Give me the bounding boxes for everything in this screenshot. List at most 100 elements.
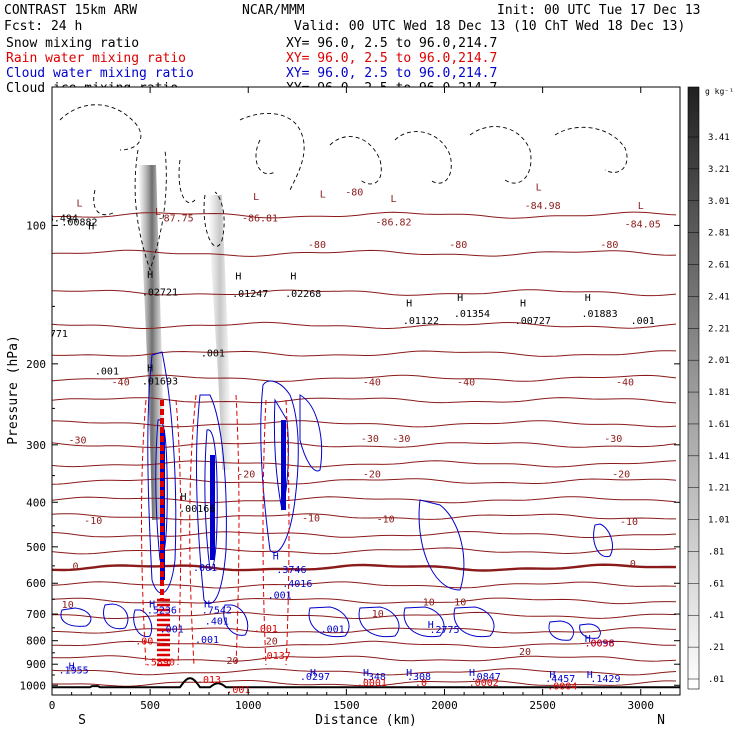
extremum-marker: H — [180, 492, 186, 503]
isotherm — [52, 547, 677, 555]
cloud-water-contour — [204, 429, 218, 571]
rain-label: .001 — [254, 624, 278, 635]
colorbar-level: .41 — [708, 611, 724, 621]
temperature-contours — [52, 211, 677, 687]
snow-contour — [59, 104, 142, 151]
extremum-marker: H — [149, 600, 155, 611]
header-init: Init: 00 UTC Tue 17 Dec 13 — [497, 3, 701, 18]
isotherm — [52, 397, 677, 404]
cloud-water-label: .001 — [268, 590, 292, 601]
cloud-water-contour — [403, 606, 445, 638]
extremum-marker: H — [587, 670, 593, 681]
field-xy-rain: XY= 96.0, 2.5 to 96.0,214.7 — [286, 51, 497, 66]
snow-label: .01354 — [454, 309, 490, 320]
cloud-water-label: .1429 — [590, 674, 620, 685]
snow-contours — [59, 104, 628, 272]
x-tick-label: 3000 — [628, 699, 655, 712]
rain-label: .5890 — [145, 658, 175, 669]
colorbar-level: .61 — [708, 579, 724, 589]
cloud-water-contour — [593, 523, 613, 558]
colorbar-level: 1.61 — [708, 420, 730, 430]
isotherm-label: -86.81 — [242, 213, 278, 224]
colorbar-level: 2.21 — [708, 324, 730, 334]
isotherm-label: -20 — [237, 469, 255, 480]
cloud-water-label: .7542 — [202, 605, 232, 616]
cloud-water-contour — [418, 499, 465, 591]
isotherm-label: -40 — [616, 378, 634, 389]
extremum-marker: H — [290, 271, 296, 282]
snow-label: 2771 — [44, 329, 68, 340]
cloud-water-contour — [453, 606, 495, 638]
colorbar-level: .81 — [708, 547, 724, 557]
cloud-water-label: .0297 — [300, 672, 330, 683]
x-axis: 0 500 1000 1500 2000 2500 3000 — [49, 87, 681, 712]
snow-label: .00166 — [179, 504, 215, 515]
cloud-water-label: .1955 — [59, 666, 89, 677]
isotherm-label: -20 — [612, 469, 630, 480]
y-tick-label: 100 — [26, 219, 46, 232]
cloud-water-label: .401 — [205, 616, 229, 627]
header-fcst: Fcst: 24 h — [4, 19, 82, 34]
cloud-water-label: .0098 — [584, 639, 614, 650]
terrain-line — [52, 677, 680, 689]
cloud-water-label: .348 — [362, 672, 386, 683]
cloud-water-contour — [358, 606, 400, 638]
y-axis-title: Pressure (hPa) — [6, 335, 21, 445]
terrain — [52, 677, 680, 689]
isotherm — [52, 668, 677, 676]
extremum-marker: H — [469, 668, 475, 679]
y-tick-label: 700 — [26, 608, 46, 621]
extremum-marker: L — [253, 192, 259, 203]
snow-label: .01693 — [142, 377, 178, 388]
cloud-water-label: .001 — [195, 635, 219, 646]
extremum-marker: L — [536, 183, 542, 194]
cloud-water-contour — [133, 609, 153, 638]
extremum-marker: H — [520, 298, 526, 309]
isotherm-label: -40 — [457, 378, 475, 389]
isotherm — [52, 513, 676, 521]
isotherm-label: -87.75 — [158, 213, 194, 224]
extremum-marker: H — [406, 298, 412, 309]
y-tick-label: 200 — [26, 358, 46, 371]
y-tick-label: 600 — [26, 577, 46, 590]
isotherm-label: -30 — [68, 435, 86, 446]
isotherm — [52, 211, 677, 219]
isotherm-label: -80 — [600, 240, 618, 251]
cloud-water-contour — [60, 607, 92, 627]
snow-plume-main — [138, 165, 166, 520]
isotherm — [52, 597, 677, 605]
extremum-marker: H — [147, 270, 153, 281]
isotherm-label: -40 — [112, 378, 130, 389]
y-tick-label: 500 — [26, 541, 46, 554]
field-name-rain: Rain water mixing ratio — [6, 51, 186, 66]
field-xy-cloud-water: XY= 96.0, 2.5 to 96.0,214.7 — [286, 66, 497, 81]
isotherm — [52, 374, 677, 382]
isotherm — [52, 655, 677, 662]
isotherm-label: 20 — [227, 656, 239, 667]
x-axis-end-label: N — [657, 713, 665, 728]
snow-contour — [203, 191, 225, 247]
extremum-marker: H — [204, 600, 210, 611]
rain-label: .0036 — [584, 639, 614, 650]
snow-contour — [134, 149, 167, 272]
rain-label: .001 — [226, 685, 250, 696]
snow-label: .01247 — [232, 289, 268, 300]
cloud-water-contour — [579, 623, 601, 639]
snow-contour — [239, 113, 305, 191]
isotherm-label: -30 — [604, 434, 622, 445]
rain-label: .0 — [415, 678, 427, 689]
cloud-water-label: .4457 — [545, 674, 575, 685]
colorbar-level: 3.21 — [708, 165, 730, 175]
cloud-water-contour — [308, 606, 350, 638]
snow-label: .001 — [201, 349, 225, 360]
isotherm-label: -80 — [308, 240, 326, 251]
isotherm — [52, 321, 677, 330]
snow-contour — [178, 159, 196, 203]
extremum-marker: L — [638, 201, 644, 212]
isotherm-label: -86.82 — [375, 217, 411, 228]
isotherm-label: -84.05 — [625, 219, 661, 230]
snow-label: .02721 — [142, 287, 178, 298]
isotherm — [52, 581, 677, 589]
isotherm-label: 20 — [266, 636, 278, 647]
